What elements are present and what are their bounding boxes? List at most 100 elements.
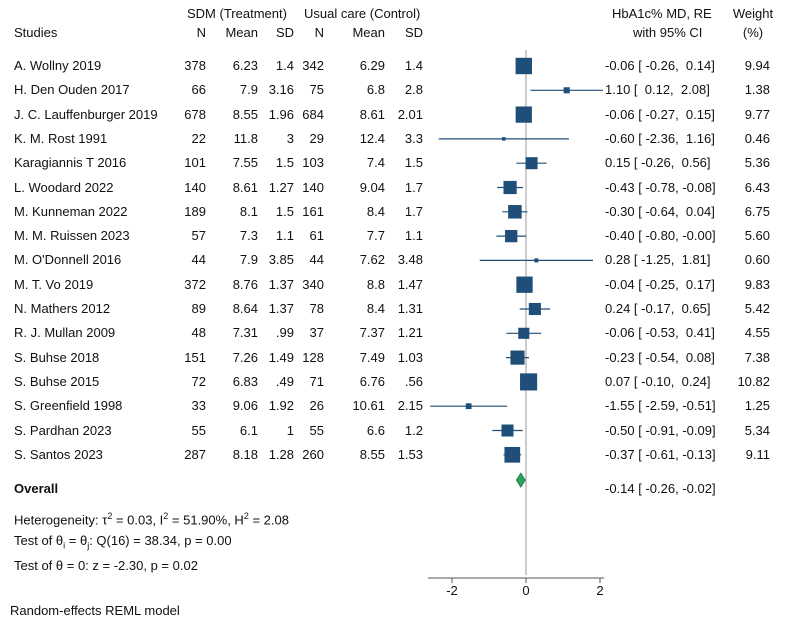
study-marker	[525, 157, 538, 170]
overall-ci-text: -0.14 [ -0.26, -0.02]	[605, 481, 716, 496]
header-group-control: Usual care (Control)	[304, 6, 421, 21]
study-marker	[518, 327, 530, 339]
effect-ci-text: -0.06 [ -0.27, 0.15]	[605, 106, 715, 122]
sd-treatment: 1.5	[275, 155, 294, 171]
mean-treatment: 8.18	[232, 446, 258, 462]
header-mean-control: Mean	[352, 25, 385, 40]
study-name: M. Kunneman 2022	[14, 203, 128, 219]
mean-control: 6.76	[359, 373, 385, 389]
n-control: 75	[309, 82, 324, 98]
n-control: 61	[309, 228, 324, 244]
n-control: 78	[309, 301, 324, 316]
weight-value: 6.43	[744, 179, 770, 195]
weight-value: 9.77	[744, 106, 770, 122]
mean-treatment: 7.55	[232, 155, 258, 171]
weight-value: 10.82	[737, 373, 770, 389]
n-control: 55	[309, 422, 324, 438]
study-marker	[534, 258, 539, 263]
effect-ci-text: 0.07 [ -0.10, 0.24]	[605, 373, 711, 389]
study-name: S. Buhse 2015	[14, 373, 100, 389]
n-control: 71	[309, 373, 324, 389]
mean-treatment: 7.26	[232, 349, 258, 365]
effect-ci-text: -0.50 [ -0.91, -0.09]	[605, 422, 716, 438]
overall-label: Overall	[14, 481, 59, 496]
n-control: 340	[302, 276, 324, 292]
mean-treatment: 7.31	[232, 325, 258, 341]
mean-treatment: 6.83	[232, 373, 258, 389]
weight-value: 4.55	[744, 325, 770, 341]
n-treatment: 678	[184, 106, 206, 122]
study-name: K. M. Rost 1991	[14, 130, 108, 146]
mean-control: 7.4	[366, 155, 385, 171]
sd-control: 3.3	[404, 130, 423, 146]
sd-treatment: 1.5	[275, 203, 294, 219]
sd-treatment: 3	[286, 130, 294, 146]
effect-ci-text: -1.55 [ -2.59, -0.51]	[605, 398, 716, 414]
study-marker	[563, 87, 570, 94]
sd-control: 1.5	[404, 155, 423, 171]
effect-ci-text: -0.06 [ -0.53, 0.41]	[605, 325, 715, 341]
weight-value: 5.34	[744, 422, 770, 438]
mean-treatment: 8.61	[232, 179, 258, 195]
sd-control: 2.01	[397, 106, 423, 122]
study-marker	[502, 137, 506, 141]
sd-control: 1.2	[404, 422, 423, 438]
header-group-treatment: SDM (Treatment)	[187, 6, 287, 21]
sd-control: 1.47	[397, 276, 423, 292]
n-treatment: 372	[184, 276, 206, 292]
weight-value: 1.25	[744, 398, 770, 414]
n-control: 103	[302, 155, 324, 171]
effect-ci-text: 0.24 [ -0.17, 0.65]	[605, 301, 711, 316]
study-marker	[501, 424, 514, 437]
n-control: 342	[302, 58, 324, 73]
weight-value: 9.94	[744, 58, 770, 73]
n-treatment: 140	[184, 179, 206, 195]
n-treatment: 72	[191, 373, 206, 389]
sd-control: 3.48	[397, 252, 423, 268]
n-control: 684	[302, 106, 324, 122]
n-control: 260	[302, 446, 324, 462]
sd-treatment: 1.1	[275, 228, 294, 244]
sd-control: 2.8	[404, 82, 423, 98]
study-name: S. Santos 2023	[14, 446, 103, 462]
effect-ci-text: -0.23 [ -0.54, 0.08]	[605, 349, 715, 365]
mean-control: 9.04	[359, 179, 385, 195]
mean-treatment: 7.9	[239, 82, 258, 98]
weight-value: 5.60	[744, 228, 770, 244]
n-treatment: 57	[191, 228, 206, 244]
overall-diamond	[515, 472, 526, 488]
n-control: 26	[309, 398, 324, 414]
weight-value: 0.46	[744, 130, 770, 146]
n-treatment: 287	[184, 446, 206, 462]
header-sd-control: SD	[404, 25, 423, 40]
header-weight: Weight	[732, 6, 774, 21]
mean-control: 6.6	[366, 422, 385, 438]
header-effect-ci: with 95% CI	[633, 25, 703, 40]
x-tick-label: 2	[596, 583, 604, 598]
header-weight-pct: (%)	[742, 25, 764, 40]
header-sd-treatment: SD	[275, 25, 294, 40]
n-treatment: 48	[191, 325, 206, 341]
effect-ci-text: 1.10 [ 0.12, 2.08]	[605, 82, 710, 98]
n-control: 161	[302, 203, 324, 219]
n-treatment: 33	[191, 398, 206, 414]
n-treatment: 189	[184, 203, 206, 219]
n-treatment: 66	[191, 82, 206, 98]
sd-control: 1.03	[397, 349, 423, 365]
header-mean-treatment: Mean	[225, 25, 258, 40]
n-treatment: 378	[184, 58, 206, 73]
header-n-control: N	[314, 25, 324, 40]
mean-control: 8.4	[366, 203, 385, 219]
header-effect: HbA1c% MD, RE	[612, 6, 712, 21]
mean-treatment: 8.64	[232, 301, 258, 316]
weight-value: 9.83	[744, 276, 770, 292]
effect-ci-text: -0.04 [ -0.25, 0.17]	[605, 276, 715, 292]
overall-effect-test: Test of θ = 0: z = -2.30, p = 0.02	[14, 558, 198, 573]
sd-control: 1.21	[397, 325, 423, 341]
sd-control: 1.31	[397, 301, 423, 316]
study-marker	[515, 57, 532, 75]
header-n-treatment: N	[196, 25, 206, 40]
study-name: M. T. Vo 2019	[14, 276, 94, 292]
weight-value: 6.75	[744, 203, 770, 219]
sd-treatment: 1.96	[268, 106, 294, 122]
